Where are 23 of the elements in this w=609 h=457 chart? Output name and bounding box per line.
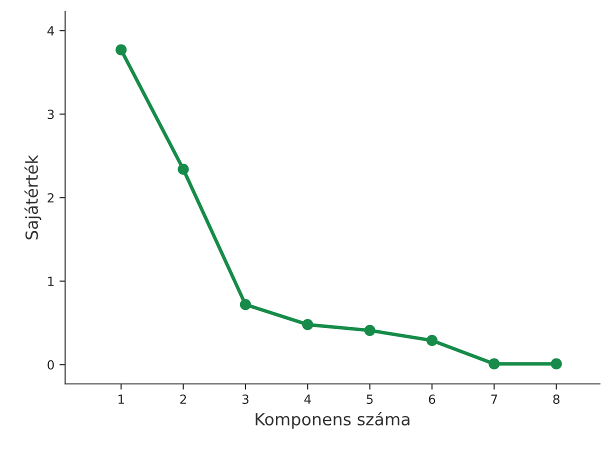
x-tick-label: 8 bbox=[553, 394, 560, 404]
x-tick-label: 1 bbox=[118, 394, 124, 404]
point bbox=[116, 44, 127, 56]
y-tick-label: 2 bbox=[48, 193, 54, 202]
point bbox=[240, 298, 252, 310]
x-tick-label: 5 bbox=[366, 394, 373, 404]
x-tick-label: 3 bbox=[242, 394, 248, 404]
point bbox=[302, 319, 314, 330]
point bbox=[364, 324, 376, 336]
point bbox=[488, 358, 500, 370]
x-tick-label: 2 bbox=[180, 394, 186, 404]
point bbox=[550, 358, 562, 370]
x-axis-title: Komponens száma bbox=[256, 412, 410, 429]
x-tick-label: 7 bbox=[491, 394, 498, 404]
y-axis-title: Sajátérték bbox=[24, 154, 42, 240]
y-tick-label: 4 bbox=[47, 26, 54, 36]
y-tick-label: 3 bbox=[48, 110, 54, 120]
point bbox=[426, 334, 438, 346]
point bbox=[178, 164, 189, 175]
y-tick-label: 0 bbox=[48, 360, 54, 370]
y-tick-label: 1 bbox=[48, 276, 54, 286]
x-tick-label: 4 bbox=[304, 394, 311, 404]
x-tick-label: 6 bbox=[428, 394, 436, 404]
